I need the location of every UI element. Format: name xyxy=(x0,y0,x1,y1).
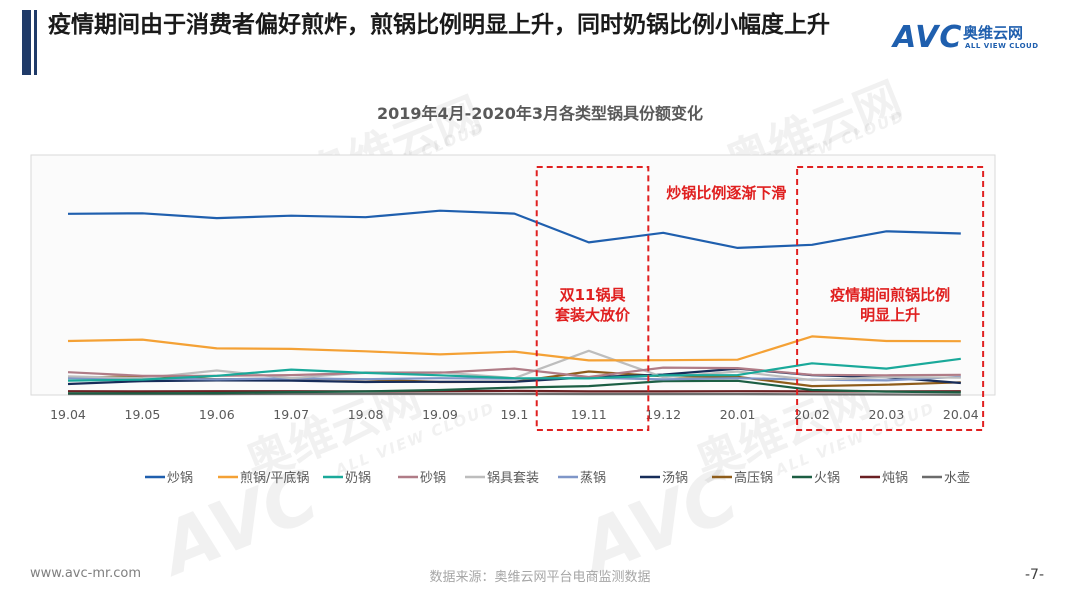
chart-title: 2019年4月-2020年3月各类型锅具份额变化 xyxy=(377,104,703,123)
x-tick-label: 19.09 xyxy=(422,407,458,422)
x-tick-label: 19.07 xyxy=(273,407,309,422)
series-line-1 xyxy=(67,209,961,249)
annotation-label: 炒锅比例逐渐下滑 xyxy=(666,184,786,202)
logo-mark: AVC xyxy=(893,20,963,55)
logo-chinese-name: 奥维云网 xyxy=(963,24,1024,42)
x-tick-label: 20.02 xyxy=(794,407,830,422)
legend-label: 蒸锅 xyxy=(580,470,606,486)
series-line-3 xyxy=(67,357,961,382)
data-source-note: 数据来源：奥维云网平台电商监测数据 xyxy=(429,570,651,585)
legend-label: 砂锅 xyxy=(420,470,446,486)
annotation-box-1 xyxy=(535,166,650,431)
legend-label: 炖锅 xyxy=(882,470,908,486)
legend-label: 高压锅 xyxy=(734,470,773,486)
annotation-box-2 xyxy=(796,166,985,431)
x-tick-label: 20.01 xyxy=(720,407,756,422)
x-tick-label: 19.11 xyxy=(571,407,607,422)
x-tick-label: 19.04 xyxy=(50,407,86,422)
plot-area xyxy=(30,154,996,396)
x-tick-label: 19.05 xyxy=(125,407,161,422)
footer-website: www.avc-mr.com xyxy=(30,566,142,581)
series-line-10 xyxy=(67,389,961,393)
line-chart: 19.04 19.05 19.06 19.07 19.08 19.09 19.1 19.11 1… xyxy=(30,154,996,486)
x-tick-label: 19.06 xyxy=(199,407,235,422)
slide-title: 疫情期间由于消费者偏好煎炸，煎锅比例明显上升，同时奶锅比例小幅度上升 xyxy=(48,12,830,38)
title-accent-bar-thin xyxy=(34,10,37,75)
series-line-9 xyxy=(68,379,961,395)
x-tick-label: 19.12 xyxy=(645,407,681,422)
annotation-label: 双11锅具 xyxy=(560,286,626,304)
title-accent-bar xyxy=(22,10,31,75)
page-number: -7- xyxy=(1025,567,1045,583)
legend-label: 水壶 xyxy=(944,471,970,486)
avc-logo: AVC 奥维云网 ALL VIEW CLOUD xyxy=(893,20,1053,60)
annotation-label: 套装大放价 xyxy=(554,306,631,324)
logo-english-name: ALL VIEW CLOUD xyxy=(965,42,1039,50)
legend-label: 奶锅 xyxy=(345,470,371,486)
annotation-label: 明显上升 xyxy=(860,306,920,324)
legend-label: 锅具套装 xyxy=(487,470,539,486)
x-tick-label: 19.08 xyxy=(348,407,384,422)
legend-label: 火锅 xyxy=(814,470,840,486)
annotation-label: 疫情期间煎锅比例 xyxy=(830,286,950,304)
x-tick-label: 19.1 xyxy=(500,407,528,422)
x-tick-label: 20.04 xyxy=(943,407,979,422)
legend-label: 汤锅 xyxy=(662,470,688,486)
x-tick-label: 20.03 xyxy=(869,407,905,422)
legend-label: 煎锅/平底锅 xyxy=(240,470,309,486)
legend-label: 炒锅 xyxy=(167,470,193,486)
series-line-2 xyxy=(67,335,961,362)
